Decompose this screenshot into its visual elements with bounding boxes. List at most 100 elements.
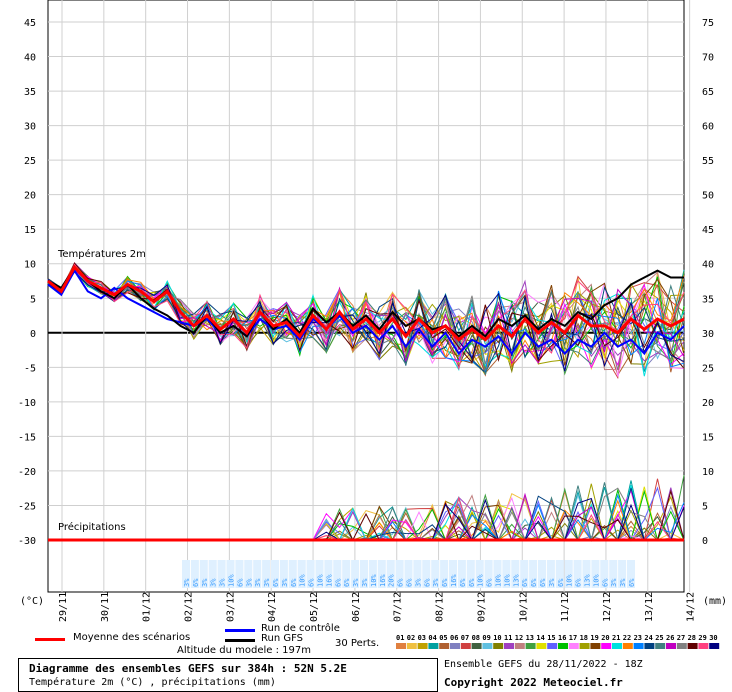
x-tick-label: 13/12 <box>644 592 655 622</box>
right-tick-label: 5 <box>702 501 708 512</box>
member-swatch <box>547 643 558 649</box>
snow-marker-bg <box>271 560 279 588</box>
gfs-swatch <box>225 639 255 642</box>
member-id: 17 <box>569 634 577 642</box>
left-axis: 45 40 35 30 25 20 15 10 5 0 -5 -10 -15 -20 -25 -30 <box>18 18 36 547</box>
left-tick-label: -30 <box>18 536 36 547</box>
snow-marker: 10% <box>592 574 600 587</box>
member-id: 20 <box>601 634 609 642</box>
snow-marker: 6% <box>406 578 414 587</box>
right-tick-label: 55 <box>702 156 714 167</box>
member-id: 23 <box>634 634 642 642</box>
member-temperature-line <box>47 263 685 371</box>
snow-marker-bg <box>262 560 271 588</box>
snow-marker: 6% <box>236 578 244 587</box>
snow-marker-bg <box>457 560 466 588</box>
left-tick-label: -10 <box>18 398 36 409</box>
member-swatch <box>568 643 579 649</box>
snow-marker: 6% <box>441 578 449 587</box>
member-id: 04 <box>428 634 436 642</box>
x-tick-label: 02/12 <box>184 592 195 622</box>
right-tick-label: 40 <box>702 260 714 271</box>
control-label: Run de contrôle <box>261 623 340 634</box>
x-tick-label: 29/11 <box>58 592 69 622</box>
left-tick-label: 0 <box>30 329 36 340</box>
member-id: 06 <box>450 634 458 642</box>
snow-marker-bg <box>199 560 208 588</box>
footer-title: Diagramme des ensembles GEFS sur 384h : … <box>29 662 347 675</box>
snow-marker: 20% <box>388 574 396 587</box>
footer-subtitle: Température 2m (°C) , précipitations (mm… <box>29 677 276 688</box>
snow-marker-bg <box>217 560 226 588</box>
control-run-line <box>47 268 685 356</box>
snow-marker-bg <box>493 560 502 588</box>
member-id: 27 <box>677 634 685 642</box>
snow-marker-bg <box>591 560 600 588</box>
snow-marker-bg <box>368 560 377 588</box>
member-id: 10 <box>493 634 501 642</box>
snow-marker: 6% <box>530 578 538 587</box>
left-tick-label: 20 <box>24 191 36 202</box>
snow-marker: 6% <box>557 578 565 587</box>
left-tick-label: 5 <box>30 294 36 305</box>
snow-marker: 10% <box>477 574 485 587</box>
snow-marker: 3% <box>281 578 289 587</box>
snow-marker-bg <box>306 560 315 588</box>
member-swatch <box>579 643 590 649</box>
snow-marker: 16% <box>379 574 387 587</box>
member-swatch <box>709 643 720 649</box>
right-tick-label: 60 <box>702 122 714 133</box>
snow-marker-bg <box>279 560 288 588</box>
member-id: 03 <box>418 634 426 642</box>
member-id: 01 <box>396 634 404 642</box>
left-tick-label: 40 <box>24 53 36 64</box>
left-tick-label: 25 <box>24 156 36 167</box>
snow-marker-bg <box>190 560 199 588</box>
snow-marker-bg <box>511 560 520 588</box>
member-swatch <box>428 643 439 649</box>
snow-marker: 6% <box>334 578 342 587</box>
snow-marker-bg <box>484 560 493 588</box>
member-swatch <box>460 643 471 649</box>
member-id: 12 <box>515 634 523 642</box>
x-tick-label: 09/12 <box>476 592 487 622</box>
snow-marker: 6% <box>397 578 405 587</box>
member-swatch <box>417 643 428 649</box>
member-temperature-line <box>47 269 685 374</box>
right-tick-label: 15 <box>702 432 714 443</box>
member-swatch <box>406 643 417 649</box>
member-id: 22 <box>623 634 631 642</box>
snow-marker-bg <box>235 560 244 588</box>
x-tick-label: 11/12 <box>560 592 571 622</box>
right-tick-label: 75 <box>702 18 714 29</box>
member-id: 16 <box>558 634 566 642</box>
snow-marker: 3% <box>414 578 422 587</box>
snow-marker: 6% <box>628 578 636 587</box>
snow-marker: 3% <box>610 578 618 587</box>
member-swatch <box>676 643 687 649</box>
member-id: 02 <box>407 634 415 642</box>
snow-marker-bg <box>582 560 591 588</box>
member-temperature-line <box>47 262 685 369</box>
member-id: 05 <box>439 634 447 642</box>
member-id: 19 <box>590 634 598 642</box>
mean-label: Moyenne des scénarios <box>73 632 191 643</box>
snow-marker-bg <box>573 560 582 588</box>
snow-marker: 6% <box>343 578 351 587</box>
left-tick-label: 10 <box>24 260 36 271</box>
snow-marker-bg <box>351 560 360 588</box>
snow-marker: 16% <box>450 574 458 587</box>
snow-marker-bg <box>244 560 253 588</box>
snow-markers: 3% 6% 3% 3% 3% 10% 6% 3% 3% 3% 6% 3% 6% 10% 6% 10% 16% 6%… <box>182 560 636 588</box>
member-swatch <box>622 643 633 649</box>
precipitation-section-label: Précipitations <box>58 521 126 533</box>
snow-marker-bg <box>377 560 386 588</box>
left-tick-label: -5 <box>24 363 36 374</box>
x-axis: 29/11 30/11 01/12 02/12 03/12 04/12 05/12 06/12… <box>58 592 697 622</box>
member-swatch <box>633 643 644 649</box>
snow-marker-bg <box>502 560 511 588</box>
member-swatch <box>493 643 504 649</box>
snow-marker-bg <box>618 560 627 588</box>
right-axis-unit: (mm) <box>703 596 727 607</box>
snow-marker-bg <box>555 560 564 588</box>
